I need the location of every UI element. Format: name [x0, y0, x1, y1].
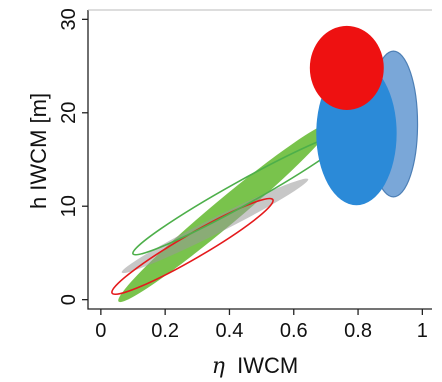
- axis-lines: [87, 10, 432, 310]
- x-tick-label: 0.8: [344, 320, 372, 342]
- y-tick-label: 0: [58, 294, 80, 305]
- x-tick-label: 0.4: [216, 320, 244, 342]
- x-tick-label: 1: [417, 320, 428, 342]
- x-axis-label-symbol: η: [212, 354, 225, 379]
- y-tick-label: 10: [58, 195, 80, 217]
- y-tick-label: 30: [58, 8, 80, 30]
- y-tick-label: 20: [58, 102, 80, 124]
- region-6: [309, 25, 384, 110]
- x-tick-label: 0.2: [151, 320, 179, 342]
- chart-regions: [111, 25, 419, 303]
- x-axis-label-text: IWCM: [237, 353, 298, 378]
- x-tick-label: 0: [95, 320, 106, 342]
- plot-frame: [87, 9, 432, 310]
- region-1: [121, 178, 309, 274]
- x-axis-label: η IWCM: [212, 353, 298, 379]
- x-axis-ticks: 0 0.2 0.4 0.6 0.8 1: [95, 309, 428, 342]
- y-axis-label: h IWCM [m]: [26, 93, 51, 209]
- x-tick-label: 0.6: [280, 320, 308, 342]
- y-axis-ticks: 0 10 20 30: [58, 8, 88, 305]
